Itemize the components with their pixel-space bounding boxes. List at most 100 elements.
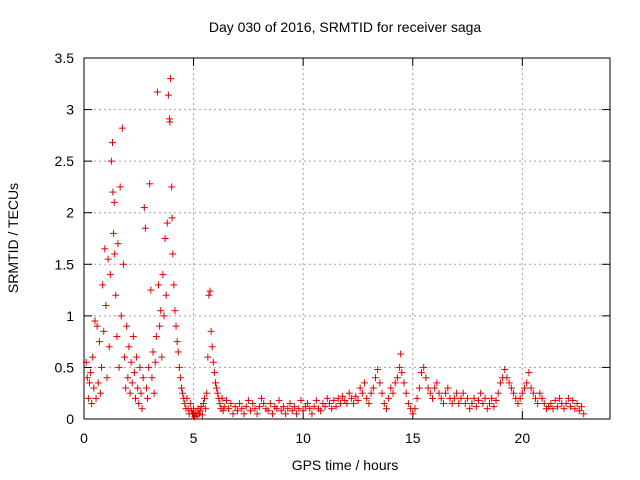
data-point [547, 400, 555, 408]
data-point [516, 394, 524, 402]
y-tick-label: 3.5 [55, 50, 75, 66]
data-point [367, 389, 375, 397]
data-point [573, 400, 581, 408]
data-point [488, 394, 496, 402]
data-point [356, 384, 364, 392]
data-point [139, 374, 147, 382]
data-point [103, 374, 111, 382]
data-point [350, 400, 358, 408]
data-point [396, 363, 404, 371]
data-point [88, 400, 96, 408]
data-point [444, 384, 452, 392]
data-point [119, 260, 127, 268]
data-point [253, 410, 261, 418]
y-axis-label: SRMTID / TECUs [5, 183, 21, 293]
data-point [202, 405, 210, 413]
data-point [231, 403, 239, 411]
x-tick-label: 0 [80, 430, 88, 446]
data-point [387, 384, 395, 392]
data-point [174, 348, 182, 356]
data-point [549, 405, 557, 413]
data-point [468, 400, 476, 408]
data-point [385, 394, 393, 402]
data-point [505, 379, 513, 387]
data-point [578, 403, 586, 411]
data-point [222, 396, 230, 404]
data-point [286, 400, 294, 408]
data-point [273, 405, 281, 413]
data-point [166, 118, 174, 126]
data-point [89, 353, 97, 361]
data-point [83, 374, 91, 382]
data-point [171, 307, 179, 315]
data-point [282, 410, 290, 418]
data-point [475, 396, 482, 404]
data-point [152, 332, 160, 340]
data-point [236, 400, 244, 408]
data-point [129, 332, 137, 340]
data-point [397, 350, 405, 358]
data-point [569, 396, 577, 404]
data-point [422, 374, 430, 382]
data-point [424, 384, 432, 392]
data-point [229, 410, 237, 418]
data-point [225, 405, 233, 413]
data-point [156, 322, 164, 330]
data-point [580, 410, 588, 418]
data-point [507, 384, 515, 392]
data-point [575, 407, 583, 415]
data-point [260, 400, 268, 408]
data-point [95, 338, 103, 346]
data-point [464, 394, 472, 402]
data-point [562, 400, 570, 408]
data-point [279, 403, 287, 411]
data-point [466, 405, 474, 413]
plot-frame [83, 57, 611, 420]
data-point [213, 384, 221, 392]
data-point [382, 405, 390, 413]
y-tick-label: 3 [66, 102, 74, 118]
data-point [525, 369, 533, 377]
data-point [172, 322, 180, 330]
data-point [161, 235, 169, 242]
data-point [204, 353, 212, 361]
data-point [531, 394, 539, 402]
data-point [459, 389, 467, 397]
data-point [196, 407, 204, 415]
data-point [411, 405, 419, 413]
data-point [212, 379, 219, 387]
data-point [529, 389, 537, 397]
data-point [148, 374, 156, 382]
data-point [179, 389, 187, 397]
data-point [284, 405, 292, 413]
data-point [164, 91, 172, 99]
data-point [249, 400, 257, 408]
data-point [435, 389, 443, 397]
data-point [402, 389, 410, 397]
data-point [227, 400, 235, 408]
data-point [198, 411, 206, 419]
data-point [266, 400, 274, 408]
data-point [199, 400, 207, 408]
data-point [334, 394, 342, 402]
y-tick-label: 1 [66, 308, 74, 324]
data-point [540, 400, 548, 408]
data-point [145, 363, 153, 371]
data-point [413, 394, 421, 402]
data-point [216, 400, 224, 408]
data-point [92, 394, 100, 402]
data-point [132, 394, 140, 402]
data-point [101, 245, 109, 253]
data-point [94, 379, 102, 387]
data-point [218, 394, 226, 402]
data-point [514, 400, 522, 408]
data-point [494, 389, 502, 397]
data-point [91, 317, 99, 325]
data-point [244, 396, 252, 404]
data-point [82, 358, 90, 366]
data-point [85, 379, 93, 387]
data-point [192, 409, 200, 417]
y-tick-label: 2 [66, 205, 74, 221]
data-point [347, 394, 355, 402]
data-point [391, 379, 399, 387]
